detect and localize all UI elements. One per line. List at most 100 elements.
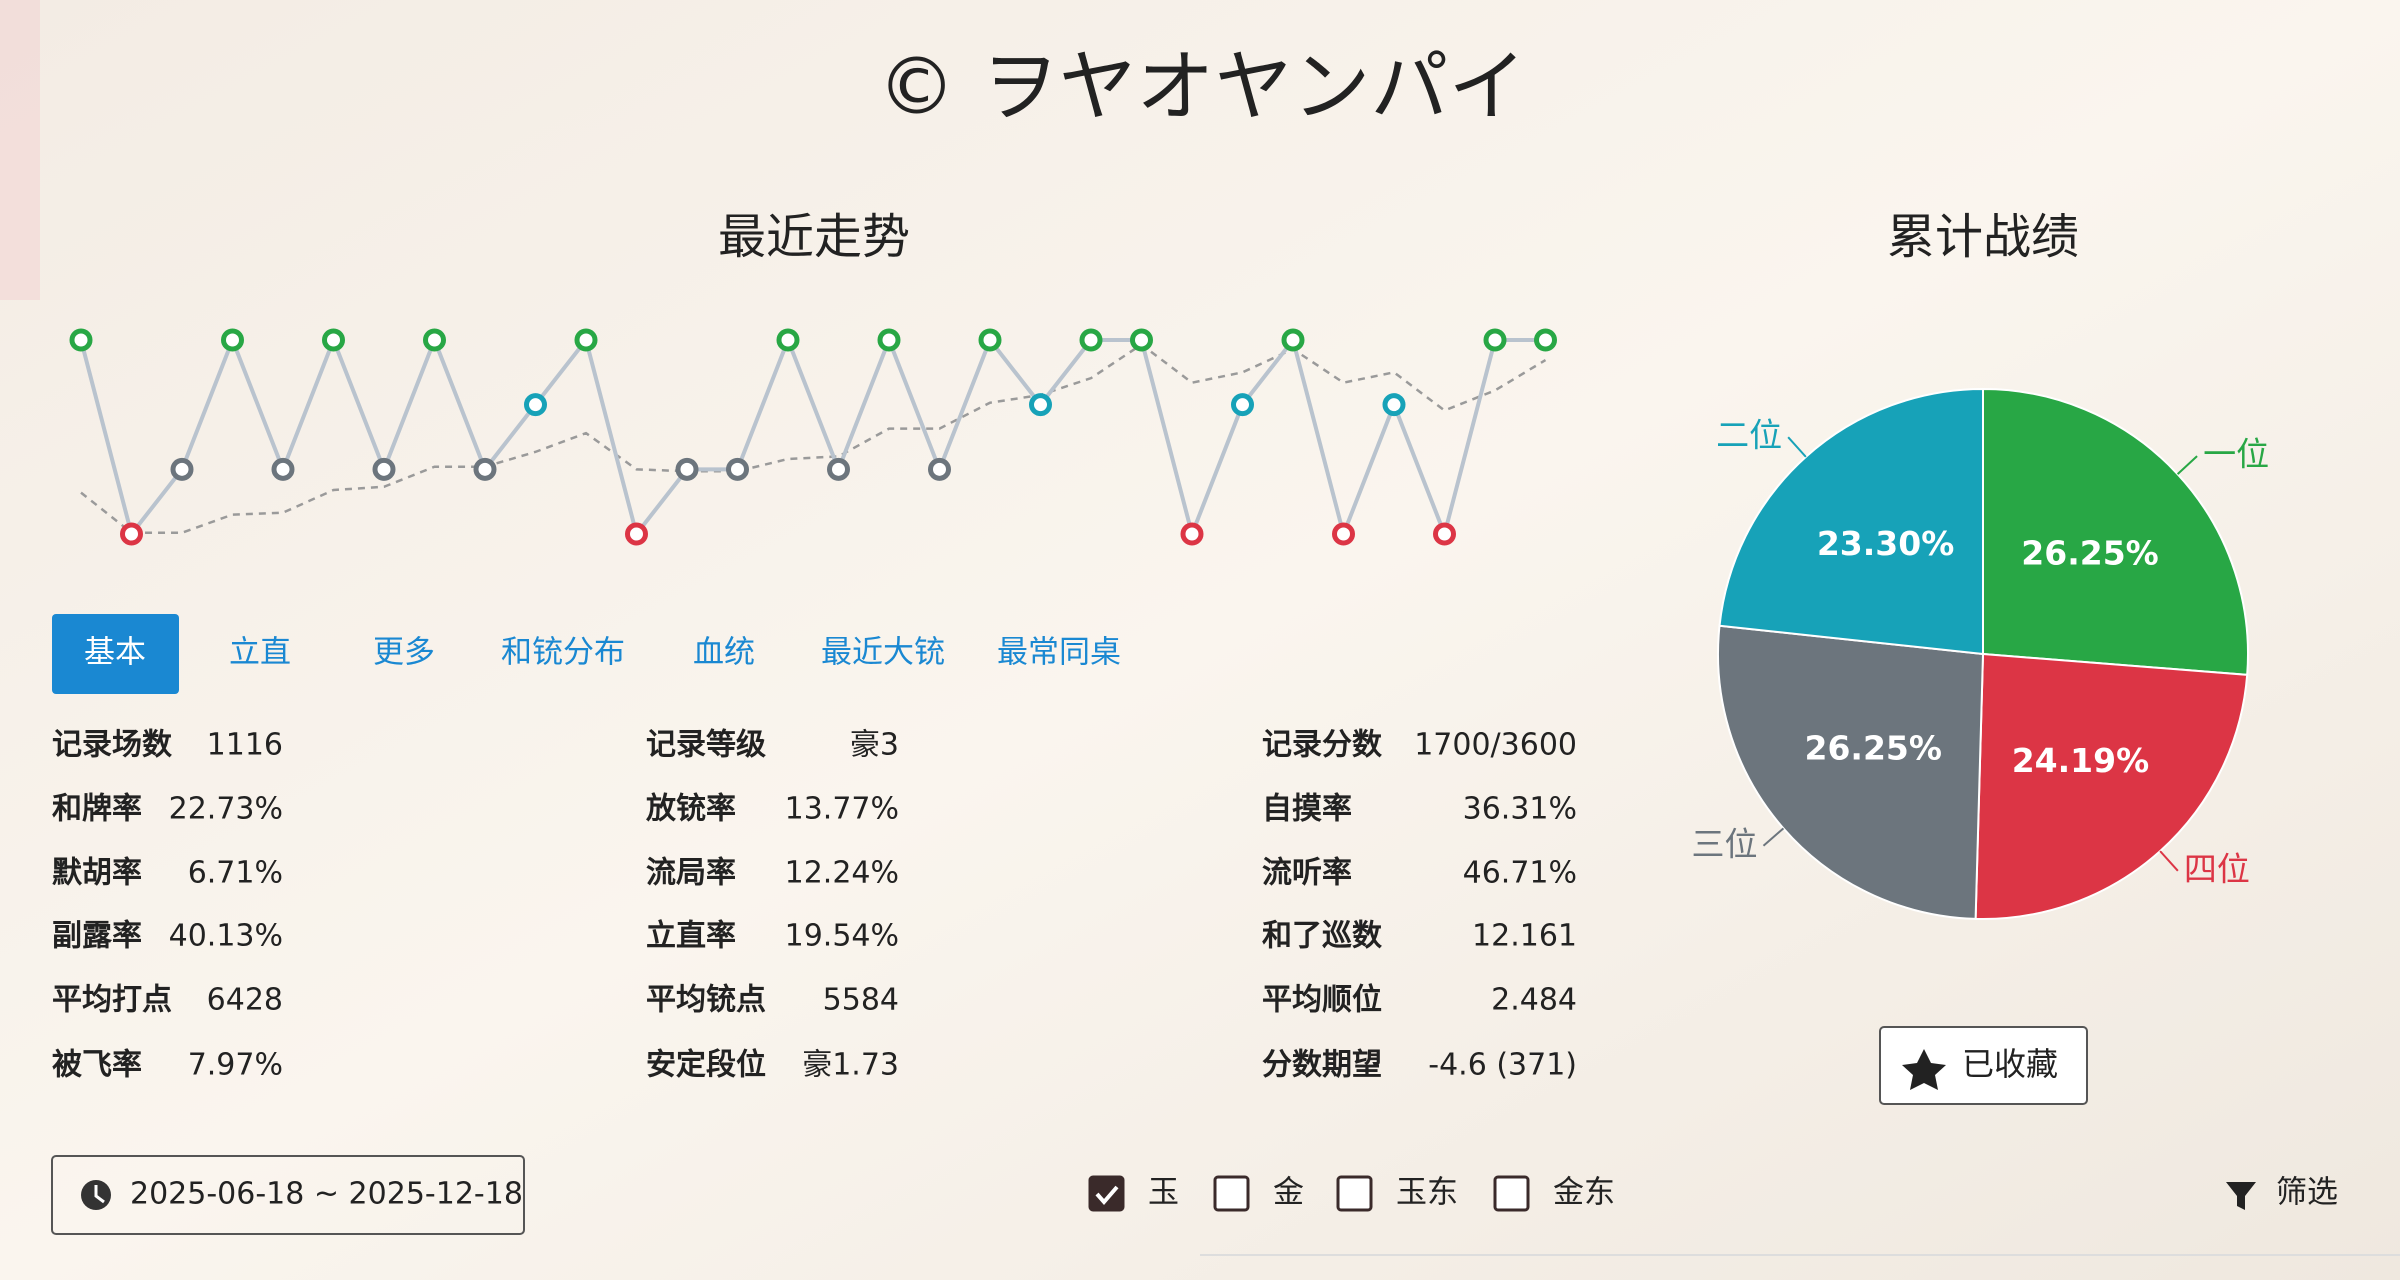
rank-point xyxy=(978,328,1002,352)
rank-line xyxy=(79,334,1546,541)
rank-point xyxy=(372,457,396,481)
date-range[interactable]: 2025-06-18 ~ 2025-12-18 xyxy=(130,1177,523,1212)
pie-category-label: 三位 xyxy=(1691,824,1757,863)
stat-value: 5584 xyxy=(823,983,899,1018)
rank-point xyxy=(1079,328,1103,352)
stat-label: 被飞率 xyxy=(52,1048,142,1083)
tab[interactable]: 和铳分布 xyxy=(501,635,625,671)
stat-label: 默胡率 xyxy=(52,856,142,891)
pie-value-label: 26.25% xyxy=(2021,534,2158,573)
pie-category-label: 二位 xyxy=(1716,416,1782,455)
checkbox-label[interactable]: 金东 xyxy=(1553,1175,1615,1211)
rank-point xyxy=(221,328,244,352)
stat-label: 记录场数 xyxy=(52,728,173,763)
rank-point xyxy=(322,328,345,352)
checkbox[interactable] xyxy=(1213,1175,1250,1212)
pie-value-label: 26.25% xyxy=(1805,728,1942,767)
date-range-box[interactable] xyxy=(51,1155,525,1235)
pie-slice xyxy=(1982,387,2249,676)
average-line xyxy=(80,342,1547,534)
checkbox-label[interactable]: 金 xyxy=(1273,1175,1304,1211)
pie-slice xyxy=(1717,624,1985,920)
tab[interactable]: 基本 xyxy=(84,635,146,671)
checkbox[interactable] xyxy=(1088,1175,1125,1212)
clock-hands xyxy=(94,1185,105,1204)
rank-point xyxy=(1130,328,1153,352)
stat-value: 46.71% xyxy=(1463,856,1577,891)
tab[interactable]: 最近大铳 xyxy=(821,635,945,671)
stat-label: 自摸率 xyxy=(1262,792,1352,827)
page-title: © ヲヤオヤンパイ xyxy=(878,42,1527,132)
pie-slice xyxy=(1718,387,1984,656)
stat-label: 分数期望 xyxy=(1262,1048,1382,1083)
filter-label[interactable]: 筛选 xyxy=(2276,1175,2338,1211)
rank-point xyxy=(1029,393,1052,417)
stat-label: 立直率 xyxy=(646,919,736,954)
checkbox[interactable] xyxy=(1493,1175,1530,1212)
stat-value: 豪3 xyxy=(850,728,899,763)
pie-leader xyxy=(2176,455,2198,475)
pie-category-label: 一位 xyxy=(2203,435,2269,474)
stat-label: 副露率 xyxy=(52,919,142,954)
tab-active-bg xyxy=(52,614,179,694)
stat-value: 40.13% xyxy=(169,919,283,954)
stat-label: 记录分数 xyxy=(1262,728,1383,763)
stat-label: 和了巡数 xyxy=(1262,919,1383,954)
rank-point xyxy=(1382,393,1406,417)
star-icon xyxy=(1902,1049,1946,1090)
rank-point xyxy=(524,393,547,417)
rank-point xyxy=(1483,328,1507,352)
stat-value: 豪1.73 xyxy=(802,1048,899,1083)
stat-label: 平均打点 xyxy=(52,983,172,1018)
rank-point xyxy=(827,457,850,481)
pie-leader xyxy=(2159,850,2179,872)
rank-point xyxy=(1332,522,1355,546)
favorite-label[interactable]: 已收藏 xyxy=(1962,1045,2058,1083)
rank-point xyxy=(271,457,295,481)
stat-label: 和牌率 xyxy=(52,792,142,827)
stat-value: 7.97% xyxy=(188,1048,283,1083)
pie-category-label: 四位 xyxy=(2184,849,2250,888)
background-accent xyxy=(0,0,40,300)
checkbox-label[interactable]: 玉东 xyxy=(1396,1175,1458,1211)
rank-point xyxy=(928,457,951,481)
rank-point xyxy=(1534,328,1557,352)
stat-label: 安定段位 xyxy=(646,1048,766,1083)
rank-point xyxy=(1433,522,1456,546)
pie-value-label: 23.30% xyxy=(1817,524,1954,563)
rank-point xyxy=(120,522,143,546)
checkbox[interactable] xyxy=(1336,1175,1373,1212)
rank-point xyxy=(574,328,598,352)
stat-label: 平均顺位 xyxy=(1262,983,1382,1018)
stat-value: -4.6 (371) xyxy=(1428,1048,1577,1083)
stat-value: 12.24% xyxy=(785,856,899,891)
rank-point xyxy=(423,328,446,352)
stat-value: 1116 xyxy=(207,728,283,763)
rank-point xyxy=(675,457,699,481)
rank-point xyxy=(473,457,497,481)
stat-label: 记录等级 xyxy=(646,728,766,763)
tab[interactable]: 最常同桌 xyxy=(997,635,1121,671)
stat-label: 平均铳点 xyxy=(646,983,766,1018)
rank-point xyxy=(877,328,901,352)
tab[interactable]: 更多 xyxy=(373,635,435,671)
stat-value: 22.73% xyxy=(169,792,283,827)
pie-value-label: 24.19% xyxy=(2012,741,2149,780)
checkbox-label[interactable]: 玉 xyxy=(1148,1175,1179,1211)
stat-label: 流听率 xyxy=(1262,856,1352,891)
stat-label: 放铳率 xyxy=(645,792,736,827)
filter-icon xyxy=(2226,1182,2256,1210)
tab[interactable]: 立直 xyxy=(229,635,291,671)
stat-value: 19.54% xyxy=(785,919,899,954)
rank-point xyxy=(69,328,93,352)
rank-point xyxy=(1180,522,1204,546)
checkbox-check xyxy=(1095,1185,1119,1206)
rank-point xyxy=(170,457,194,481)
trend-title: 最近走势 xyxy=(718,209,910,265)
stat-label: 流局率 xyxy=(646,856,736,891)
tab[interactable]: 血统 xyxy=(693,635,755,671)
rank-point xyxy=(726,457,749,481)
pie-leader xyxy=(1762,827,1785,847)
stat-value: 1700/3600 xyxy=(1414,728,1577,763)
